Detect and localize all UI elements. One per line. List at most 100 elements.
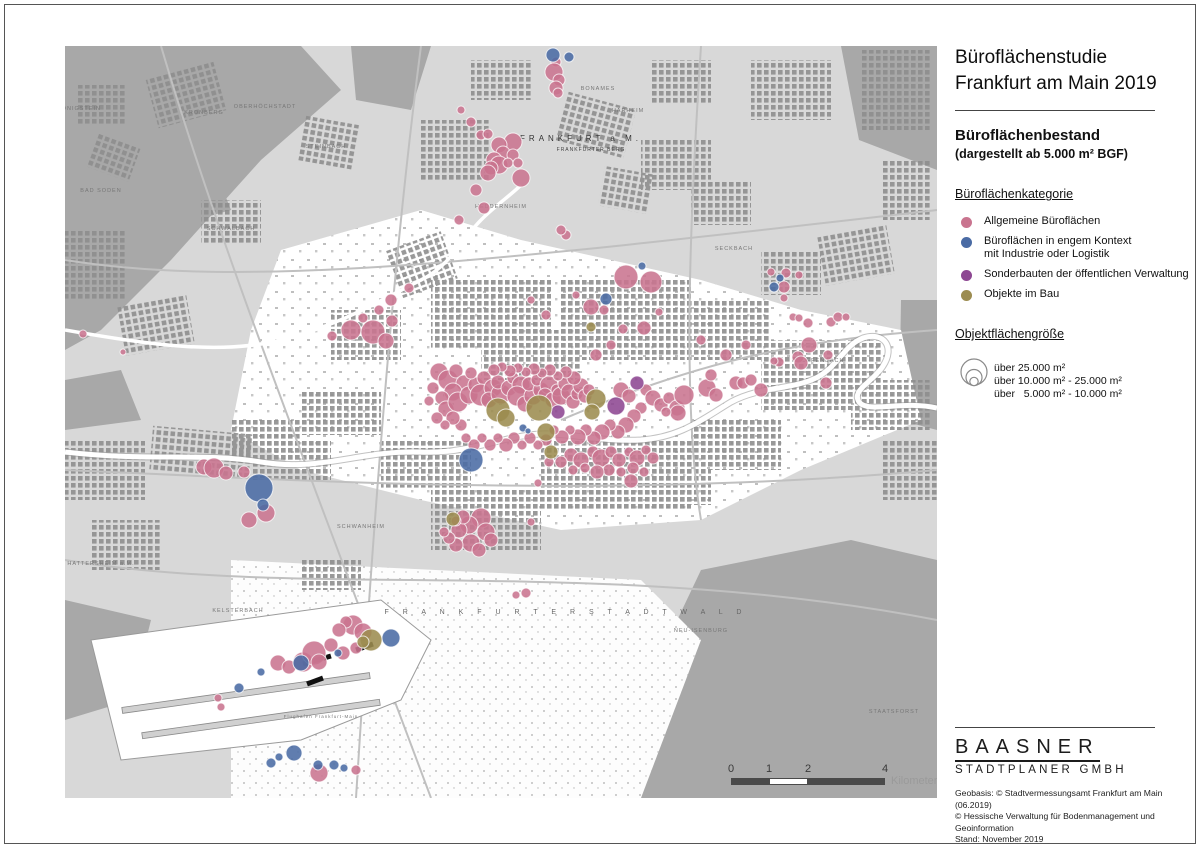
map-point [654, 307, 664, 317]
map-label: SCHWALBACH [207, 226, 256, 232]
map-point [465, 116, 477, 128]
map-point [552, 87, 564, 99]
map-point [540, 309, 552, 321]
map-point [240, 511, 258, 529]
map-label: FRANKFURT a.M. [520, 134, 642, 143]
map-point [492, 432, 504, 444]
map-point [331, 622, 347, 638]
map-label: SCHWANHEIM [337, 524, 385, 530]
map-point [469, 183, 483, 197]
map-point [476, 432, 488, 444]
map-point [704, 368, 718, 382]
map-point [585, 321, 597, 333]
map-point [526, 295, 536, 305]
map-label: BAD SODEN [80, 188, 121, 194]
map-point [516, 439, 528, 451]
map-point [695, 334, 707, 346]
legend-label: Sonderbauten der öffentlichen Verwaltung [984, 268, 1189, 281]
credit-line: © Hessische Verwaltung für Bodenmanageme… [955, 811, 1155, 833]
map-point [511, 168, 531, 188]
map-point [589, 348, 603, 362]
map-label: STEINBACH [306, 144, 346, 150]
legend-item: Sonderbauten der öffentlichen Verwaltung [955, 268, 1191, 282]
legend-item: Objekte im Bau [955, 288, 1191, 302]
map-point [660, 406, 672, 418]
map-point [458, 447, 484, 473]
map-point [794, 313, 804, 323]
scalebar-bar [731, 778, 885, 785]
map-point [385, 314, 399, 328]
legend-swatch [961, 270, 972, 282]
credit-line: Geobasis: © Stadtvermessungsamt Frankfur… [955, 788, 1163, 810]
map-point [502, 157, 514, 169]
map-point [673, 384, 695, 406]
map-point [766, 267, 776, 277]
map-point [439, 419, 451, 431]
map-point [487, 363, 501, 377]
map-point [545, 47, 561, 63]
map-point [477, 201, 491, 215]
river-main [65, 333, 937, 469]
map-point [265, 757, 277, 769]
publisher-block: BAASNER STADTPLANER GMBH Geobasis: © Sta… [955, 727, 1191, 846]
section-subtitle: (dargestellt ab 5.000 m² BGF) [955, 147, 1128, 162]
map-labels: KÖNIGSTEIN KRONBERG OBERHÖCHSTADT STEINBACH… [65, 86, 919, 719]
map-label: FRANKFURTER BERG [557, 147, 626, 153]
map-point [213, 693, 223, 703]
map-point [218, 465, 234, 481]
map-label: HEDDERNHEIM [475, 204, 527, 210]
map-point [744, 373, 758, 387]
credits: Geobasis: © Stadtvermessungsamt Frankfur… [955, 788, 1191, 846]
legend-label: Objekte im Bau [984, 288, 1060, 301]
map-point [753, 382, 769, 398]
map-point [775, 273, 785, 283]
scalebar: 0 1 2 4 Kilometer [725, 763, 937, 797]
nested-circles-icon [960, 358, 988, 387]
scalebar-tick: 1 [765, 763, 773, 775]
map-point [482, 128, 494, 140]
map-point [554, 429, 570, 445]
title-divider [955, 110, 1155, 112]
map-title-line1: Büroflächenstudie [955, 47, 1108, 68]
map-point [471, 542, 487, 558]
map-point [582, 298, 600, 316]
map-point [453, 214, 465, 226]
map-point [636, 320, 652, 336]
map-point [623, 473, 639, 489]
map-label: KRONBERG [184, 110, 223, 116]
map-sheet: KÖNIGSTEIN KRONBERG OBERHÖCHSTADT STEINBACH… [4, 4, 1196, 844]
map-point [526, 517, 536, 527]
map-point [819, 376, 833, 390]
legend-panel: Büroflächenstudie Frankfurt am Main 2019… [955, 45, 1191, 401]
map-point [719, 348, 733, 362]
frankfurt-map: KÖNIGSTEIN KRONBERG OBERHÖCHSTADT STEINBACH… [65, 46, 937, 798]
map-point [621, 388, 637, 404]
map-point [550, 404, 566, 420]
map-point [769, 356, 779, 366]
scalebar-tick: 0 [727, 763, 735, 775]
map-point [233, 682, 245, 694]
map-point [326, 330, 338, 342]
map-point [216, 702, 226, 712]
map-point [423, 395, 435, 407]
map-label: HATTERSHEIM a.M. [67, 561, 134, 567]
map-label: Flughafen Frankfurt-Main [284, 714, 359, 719]
map-point [373, 304, 385, 316]
section-title: Büroflächenbestand [955, 127, 1101, 145]
map-point [640, 444, 652, 456]
map-point [381, 628, 401, 648]
scalebar-tick: 4 [881, 763, 889, 775]
map-point [779, 293, 789, 303]
map-point [460, 432, 472, 444]
map-label: STAATSFORST [869, 709, 919, 715]
map-point [292, 654, 310, 672]
map-point [615, 466, 627, 478]
map-label: HARHEIM [612, 108, 644, 114]
map-point [426, 381, 440, 395]
map-point [448, 363, 464, 379]
publisher-logo: BAASNER [955, 736, 1100, 762]
size-label: über 25.000 m² [994, 362, 1066, 375]
legend-swatch [961, 290, 972, 302]
size-legend: über 25.000 m² über 10.000 m² - 25.000 m²… [955, 357, 1191, 400]
map-point [793, 355, 809, 371]
